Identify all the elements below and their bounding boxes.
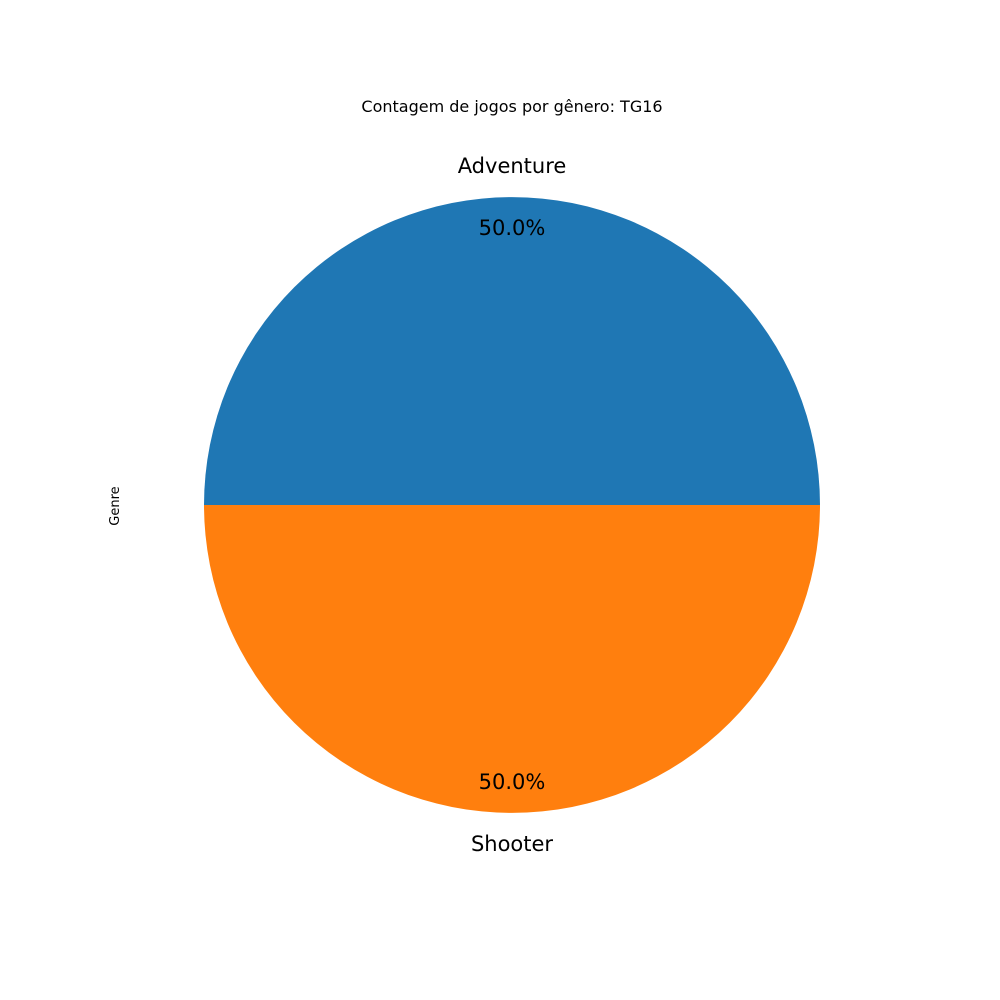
percent-label-adventure: 50.0% — [479, 216, 546, 240]
category-label-shooter: Shooter — [471, 832, 553, 856]
pie-slice-adventure — [204, 197, 820, 506]
pie-slice-shooter — [204, 505, 820, 813]
pie-labels: Adventure 50.0% Shooter 50.0% — [458, 154, 567, 856]
category-label-adventure: Adventure — [458, 154, 567, 178]
percent-label-shooter: 50.0% — [479, 770, 546, 794]
y-axis-label: Genre — [108, 486, 123, 525]
pie-slices — [204, 197, 820, 813]
chart-title: Contagem de jogos por gênero: TG16 — [361, 97, 662, 116]
